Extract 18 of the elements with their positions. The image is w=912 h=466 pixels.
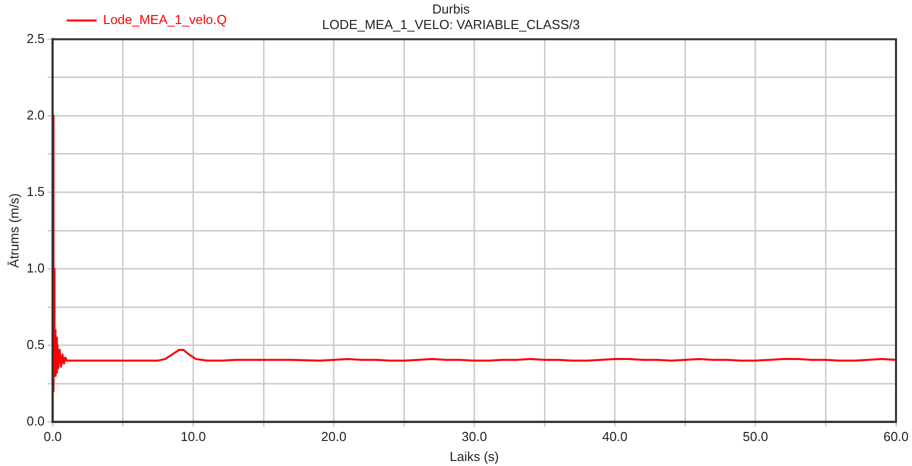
x-axis-title: Laiks (s) bbox=[450, 448, 499, 464]
y-axis-title: Ātrums (m/s) bbox=[6, 193, 22, 268]
y-tick-label: 0.0 bbox=[26, 413, 45, 428]
y-tick-label: 2.5 bbox=[26, 30, 45, 46]
x-tick-label: 0.0 bbox=[44, 429, 62, 444]
legend-label: Lode_MEA_1_velo.Q bbox=[103, 12, 227, 28]
chart-subtitle: LODE_MEA_1_VELO: VARIABLE_CLASS/3 bbox=[322, 16, 580, 32]
x-tick-label: 10.0 bbox=[180, 429, 206, 444]
y-tick-label: 0.5 bbox=[26, 336, 45, 352]
chart-title: Durbis bbox=[432, 1, 470, 16]
x-tick-label: 20.0 bbox=[321, 429, 346, 444]
x-tick-label: 40.0 bbox=[602, 429, 628, 444]
x-tick-label: 60.0 bbox=[883, 429, 909, 444]
y-tick-label: 2.0 bbox=[26, 107, 45, 122]
x-tick-label: 30.0 bbox=[462, 429, 487, 444]
y-tick-label: 1.0 bbox=[26, 260, 45, 276]
x-tick-label: 50.0 bbox=[742, 429, 768, 444]
y-tick-label: 1.5 bbox=[26, 184, 45, 199]
